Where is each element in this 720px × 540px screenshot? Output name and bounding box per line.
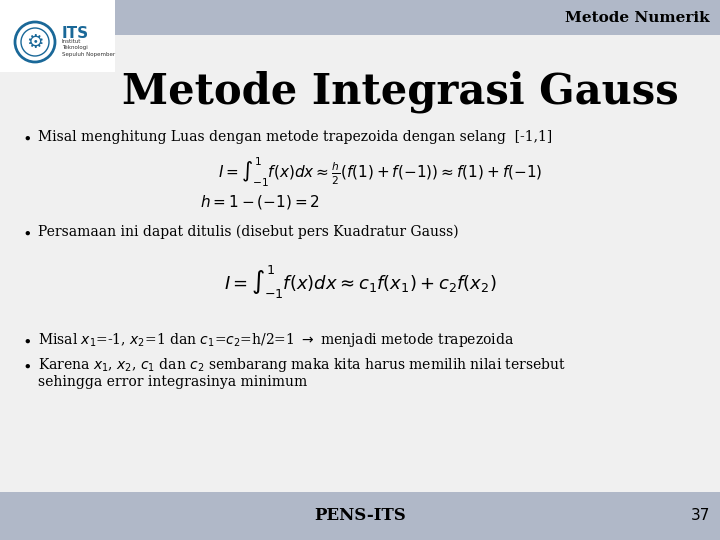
FancyBboxPatch shape [0, 492, 720, 540]
Text: Misal menghitung Luas dengan metode trapezoida dengan selang  [-1,1]: Misal menghitung Luas dengan metode trap… [38, 130, 552, 144]
Text: Metode Numerik: Metode Numerik [565, 11, 710, 25]
Text: $I = \int_{-1}^{1} f(x)dx \approx \frac{h}{2}\left(f(1)+f(-1)\right) \approx f(1: $I = \int_{-1}^{1} f(x)dx \approx \frac{… [217, 156, 542, 188]
FancyBboxPatch shape [0, 0, 720, 35]
Text: 37: 37 [690, 509, 710, 523]
Text: ⚙: ⚙ [26, 32, 44, 51]
Text: Misal $x_1$=-1, $x_2$=1 dan $c_1$=$c_2$=h/2=1 $\rightarrow$ menjadi metode trape: Misal $x_1$=-1, $x_2$=1 dan $c_1$=$c_2$=… [38, 331, 514, 349]
Text: Persamaan ini dapat ditulis (disebut pers Kuadratur Gauss): Persamaan ini dapat ditulis (disebut per… [38, 225, 459, 239]
Text: $\bullet$: $\bullet$ [22, 357, 31, 373]
Text: $\bullet$: $\bullet$ [22, 333, 31, 348]
FancyBboxPatch shape [0, 0, 115, 72]
Text: ITS: ITS [62, 25, 89, 40]
Text: Institut
Teknologi
Sepuluh Nopember: Institut Teknologi Sepuluh Nopember [62, 39, 115, 57]
Text: PENS-ITS: PENS-ITS [314, 508, 406, 524]
Text: Metode Integrasi Gauss: Metode Integrasi Gauss [122, 71, 678, 113]
Text: sehingga error integrasinya minimum: sehingga error integrasinya minimum [38, 375, 307, 389]
Text: $I = \int_{-1}^{1} f(x)dx \approx c_1 f(x_1) + c_2 f(x_2)$: $I = \int_{-1}^{1} f(x)dx \approx c_1 f(… [224, 264, 496, 301]
Text: $\bullet$: $\bullet$ [22, 130, 31, 145]
Text: $\bullet$: $\bullet$ [22, 225, 31, 240]
Text: $h = 1-(-1) = 2$: $h = 1-(-1) = 2$ [200, 193, 320, 211]
Text: Karena $x_1$, $x_2$, $c_1$ dan $c_2$ sembarang maka kita harus memilih nilai ter: Karena $x_1$, $x_2$, $c_1$ dan $c_2$ sem… [38, 356, 566, 374]
